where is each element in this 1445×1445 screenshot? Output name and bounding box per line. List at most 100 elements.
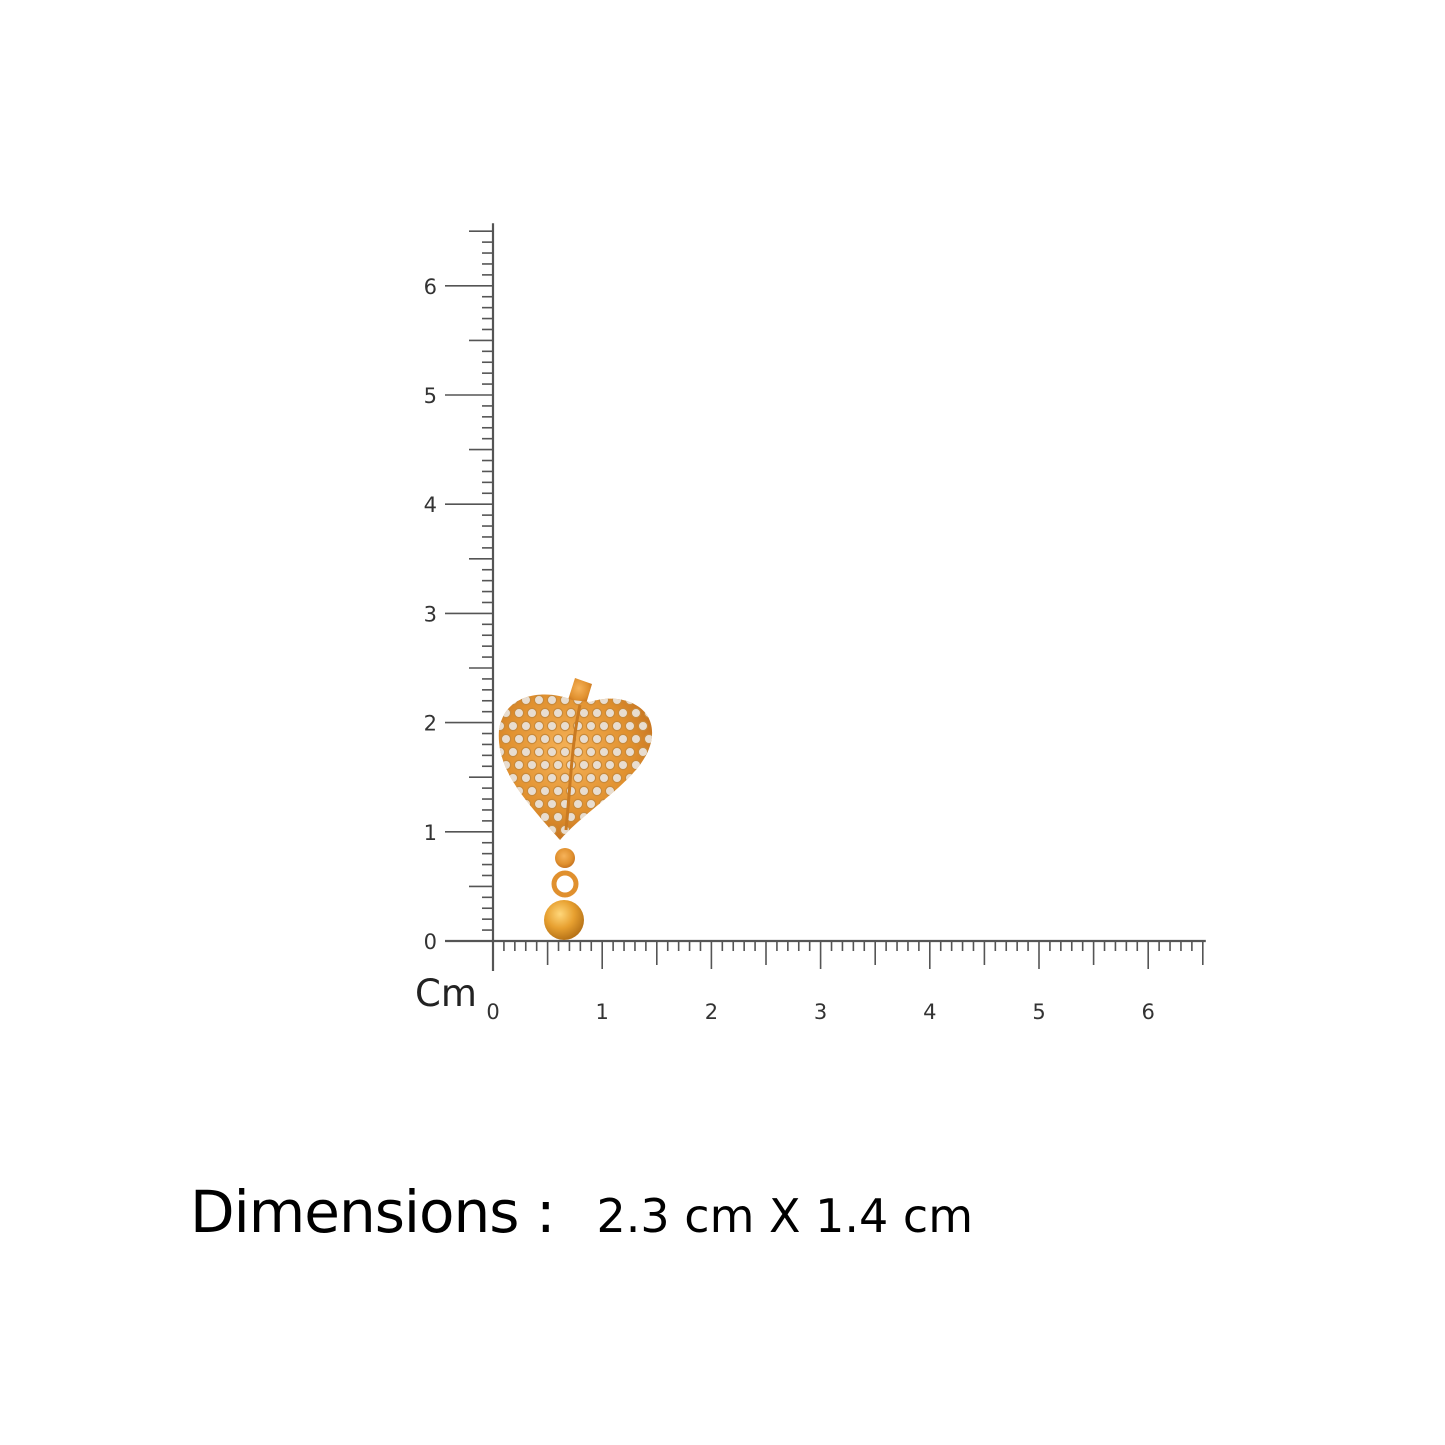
stone bbox=[520, 824, 532, 836]
stone bbox=[526, 785, 538, 797]
stone bbox=[539, 811, 551, 823]
vertical-tick-label: 0 bbox=[424, 930, 437, 954]
stone bbox=[604, 759, 616, 771]
stone bbox=[585, 824, 597, 836]
stone bbox=[507, 694, 519, 706]
horizontal-tick-label: 1 bbox=[596, 1000, 609, 1024]
ruler-unit-label: Cm bbox=[415, 972, 477, 1015]
stone bbox=[598, 824, 610, 836]
stone bbox=[591, 733, 603, 745]
stone bbox=[520, 720, 532, 732]
stone bbox=[513, 707, 525, 719]
ruler-ticks bbox=[445, 223, 1206, 971]
stone bbox=[624, 746, 636, 758]
stone bbox=[507, 746, 519, 758]
stone bbox=[598, 798, 610, 810]
horizontal-tick-label: 4 bbox=[923, 1000, 936, 1024]
horizontal-tick-label: 3 bbox=[814, 1000, 827, 1024]
stone bbox=[611, 694, 623, 706]
stone bbox=[617, 733, 629, 745]
stone bbox=[572, 824, 584, 836]
stone bbox=[513, 811, 525, 823]
vertical-tick-label: 1 bbox=[424, 821, 437, 845]
stone bbox=[643, 707, 653, 719]
stone bbox=[585, 798, 597, 810]
stone bbox=[526, 707, 538, 719]
horizontal-tick-label: 6 bbox=[1142, 1000, 1155, 1024]
stone bbox=[565, 837, 577, 840]
stone bbox=[598, 720, 610, 732]
stone bbox=[604, 707, 616, 719]
stone bbox=[565, 707, 577, 719]
stone bbox=[630, 785, 642, 797]
earring-bead-cluster bbox=[555, 848, 575, 868]
stone bbox=[533, 694, 545, 706]
stone bbox=[598, 694, 610, 706]
stone bbox=[585, 746, 597, 758]
vertical-tick-label: 2 bbox=[424, 712, 437, 736]
stone bbox=[572, 798, 584, 810]
stone bbox=[500, 785, 512, 797]
stone bbox=[520, 798, 532, 810]
stone bbox=[539, 733, 551, 745]
stone bbox=[611, 746, 623, 758]
stone bbox=[500, 837, 512, 840]
stone bbox=[526, 811, 538, 823]
stone bbox=[559, 746, 571, 758]
stone bbox=[598, 746, 610, 758]
stone bbox=[559, 694, 571, 706]
stone bbox=[572, 772, 584, 784]
stone bbox=[604, 811, 616, 823]
earring-bail bbox=[568, 678, 592, 704]
stone bbox=[637, 824, 649, 836]
stone bbox=[513, 837, 525, 840]
stone bbox=[498, 746, 506, 758]
stone bbox=[533, 798, 545, 810]
stone bbox=[637, 798, 649, 810]
stone bbox=[604, 785, 616, 797]
stone bbox=[637, 720, 649, 732]
stone bbox=[630, 707, 642, 719]
stone bbox=[559, 772, 571, 784]
stone bbox=[617, 837, 629, 840]
stone bbox=[630, 733, 642, 745]
stone bbox=[498, 798, 506, 810]
stone bbox=[591, 707, 603, 719]
stone bbox=[552, 733, 564, 745]
earring-jump-ring bbox=[551, 870, 579, 898]
stone bbox=[578, 733, 590, 745]
stone bbox=[507, 772, 519, 784]
earring-heart-vein bbox=[564, 704, 582, 831]
stone bbox=[526, 733, 538, 745]
horizontal-tick-label: 5 bbox=[1032, 1000, 1045, 1024]
stone bbox=[526, 837, 538, 840]
stone bbox=[559, 720, 571, 732]
stone bbox=[533, 746, 545, 758]
stone bbox=[552, 759, 564, 771]
stone bbox=[507, 798, 519, 810]
stone bbox=[520, 746, 532, 758]
stone bbox=[578, 785, 590, 797]
stone bbox=[604, 837, 616, 840]
vertical-tick-label: 5 bbox=[424, 384, 437, 408]
stone bbox=[539, 785, 551, 797]
stone bbox=[637, 746, 649, 758]
stone bbox=[539, 759, 551, 771]
stone bbox=[513, 733, 525, 745]
stone bbox=[552, 785, 564, 797]
stone bbox=[578, 759, 590, 771]
stone bbox=[591, 759, 603, 771]
stone bbox=[611, 720, 623, 732]
stone bbox=[643, 837, 653, 840]
stone bbox=[533, 720, 545, 732]
stone bbox=[533, 772, 545, 784]
stone bbox=[507, 720, 519, 732]
horizontal-tick-label: 0 bbox=[486, 1000, 499, 1024]
stone bbox=[624, 772, 636, 784]
dimensions-label: Dimensions : bbox=[190, 1178, 555, 1246]
stone bbox=[552, 837, 564, 840]
stone bbox=[585, 772, 597, 784]
stone bbox=[591, 837, 603, 840]
stone bbox=[617, 785, 629, 797]
